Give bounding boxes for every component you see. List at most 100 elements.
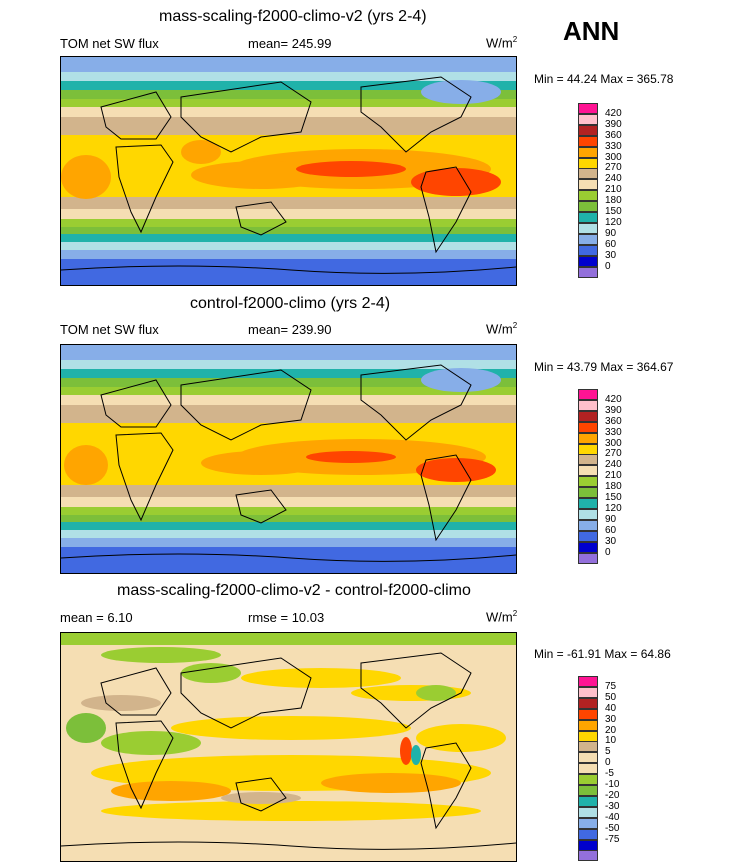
colorbar-swatch — [578, 432, 598, 444]
colorbar-tick-label: -30 — [605, 800, 620, 812]
colorbar-tick-label: 360 — [605, 415, 622, 427]
panel3-colorbar: 75 50 40 30 20 10 5 0 -5 -10 -20 -30 -40 -50 -75 — [578, 676, 638, 862]
colorbar-swatch — [578, 399, 598, 411]
colorbar-tick-label: 120 — [605, 502, 622, 514]
colorbar-swatch — [578, 168, 598, 180]
panel1-title: mass-scaling-f2000-climo-v2 (yrs 2-4) — [159, 8, 427, 25]
panel1-colorbar: 420 390 360 330 300 270 240 210 180 150 120 90 60 30 0 — [578, 103, 638, 283]
colorbar-tick-label: 210 — [605, 470, 622, 482]
colorbar-swatch — [578, 817, 598, 829]
colorbar-tick-label: 0 — [605, 546, 611, 558]
colorbar-tick-label: -5 — [605, 768, 614, 780]
colorbar-swatch — [578, 465, 598, 477]
colorbar-swatch — [578, 498, 598, 509]
colorbar-tick-label: 5 — [605, 746, 611, 758]
colorbar-swatch — [578, 806, 598, 818]
colorbar-swatch — [578, 157, 598, 169]
panel3-minmax: Min = -61.91 Max = 64.86 — [534, 647, 671, 661]
colorbar-tick-label: 120 — [605, 216, 622, 228]
colorbar-swatch — [578, 763, 598, 775]
colorbar-swatch — [578, 266, 598, 278]
colorbar-tick-label: 20 — [605, 724, 617, 736]
colorbar-swatch — [578, 839, 598, 851]
colorbar-swatch — [578, 719, 598, 731]
colorbar-tick-label: 10 — [605, 735, 617, 747]
colorbar-swatch — [578, 774, 598, 786]
panel2-title: control-f2000-climo (yrs 2-4) — [190, 295, 391, 312]
colorbar-swatch — [578, 146, 598, 158]
colorbar-swatch — [578, 244, 598, 256]
panel2-map — [60, 344, 517, 574]
colorbar-swatch — [578, 686, 598, 698]
colorbar-tick-label: 40 — [605, 702, 617, 714]
colorbar-swatch — [578, 795, 598, 807]
panel1-map — [60, 56, 517, 286]
panel1-unit-label: W/m2 — [486, 35, 518, 51]
colorbar-tick-label: 60 — [605, 238, 617, 250]
colorbar-swatch — [578, 190, 598, 202]
colorbar-swatch — [578, 676, 598, 687]
colorbar-tick-label: 390 — [605, 118, 622, 130]
panel3-unit-label: W/m2 — [486, 609, 518, 625]
panel3-rmse-label: rmse = 10.03 — [248, 610, 325, 625]
colorbar-tick-label: 330 — [605, 426, 622, 438]
colorbar-tick-label: -20 — [605, 789, 620, 801]
colorbar-tick-label: 240 — [605, 173, 622, 185]
colorbar-swatch — [578, 212, 598, 223]
colorbar-tick-label: -75 — [605, 833, 620, 845]
panel1-minmax: Min = 44.24 Max = 365.78 — [534, 72, 674, 86]
panel2-unit-label: W/m2 — [486, 321, 518, 337]
colorbar-tick-label: 420 — [605, 393, 622, 405]
colorbar-tick-label: 150 — [605, 492, 622, 503]
colorbar-swatch — [578, 103, 598, 114]
colorbar-tick-label: 75 — [605, 680, 617, 692]
panel2-colorbar: 420 390 360 330 300 270 240 210 180 150 120 90 60 30 0 — [578, 389, 638, 569]
season-label: ANN — [563, 16, 620, 46]
colorbar-swatch — [578, 389, 598, 400]
colorbar-swatch — [578, 508, 598, 520]
colorbar-swatch — [578, 135, 598, 147]
panel2-minmax: Min = 43.79 Max = 364.67 — [534, 360, 674, 374]
colorbar-swatch — [578, 519, 598, 531]
colorbar-tick-label: 150 — [605, 206, 622, 217]
colorbar-swatch — [578, 730, 598, 742]
colorbar-tick-label: 300 — [605, 437, 622, 449]
colorbar-tick-label: 90 — [605, 227, 617, 239]
colorbar-swatch — [578, 222, 598, 234]
panel3-title: mass-scaling-f2000-climo-v2 - control-f2… — [117, 582, 471, 599]
colorbar-swatch — [578, 487, 598, 499]
colorbar-swatch — [578, 124, 598, 136]
colorbar-tick-label: 420 — [605, 107, 622, 119]
colorbar-tick-label: 180 — [605, 481, 622, 493]
colorbar-tick-label: -50 — [605, 822, 620, 834]
colorbar-tick-label: 30 — [605, 713, 617, 725]
colorbar-tick-label: 390 — [605, 404, 622, 416]
colorbar-swatch — [578, 113, 598, 125]
colorbar-swatch — [578, 201, 598, 213]
colorbar-tick-label: 30 — [605, 535, 617, 547]
colorbar-swatch — [578, 828, 598, 840]
colorbar-swatch — [578, 541, 598, 553]
colorbar-swatch — [578, 443, 598, 455]
colorbar-tick-label: 60 — [605, 524, 617, 536]
colorbar-tick-label: 300 — [605, 151, 622, 163]
colorbar-swatch — [578, 741, 598, 753]
colorbar-tick-label: 90 — [605, 513, 617, 525]
colorbar-swatch — [578, 785, 598, 796]
colorbar-swatch — [578, 850, 598, 862]
panel2-variable-label: TOM net SW flux — [60, 322, 159, 337]
colorbar-swatch — [578, 255, 598, 267]
colorbar-swatch — [578, 552, 598, 564]
colorbar-swatch — [578, 697, 598, 709]
panel1-variable-label: TOM net SW flux — [60, 36, 159, 51]
colorbar-tick-label: -10 — [605, 779, 620, 790]
colorbar-tick-label: 330 — [605, 140, 622, 152]
colorbar-tick-label: -40 — [605, 811, 620, 823]
panel1-mean-label: mean= 245.99 — [248, 36, 332, 51]
colorbar-tick-label: 270 — [605, 162, 622, 174]
colorbar-swatch — [578, 530, 598, 542]
colorbar-tick-label: 0 — [605, 260, 611, 272]
colorbar-swatch — [578, 476, 598, 488]
colorbar-tick-label: 360 — [605, 129, 622, 141]
colorbar-tick-label: 270 — [605, 448, 622, 460]
